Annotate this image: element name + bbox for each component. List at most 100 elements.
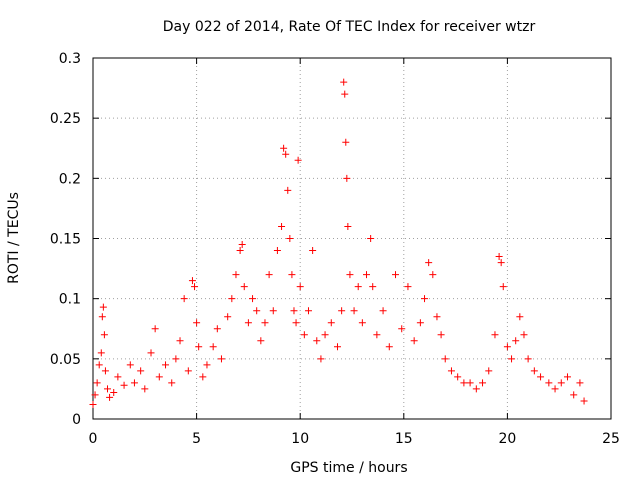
data-point [425, 259, 433, 267]
data-point [551, 385, 559, 393]
data-point [516, 313, 524, 321]
data-point [454, 373, 462, 381]
data-point [195, 343, 203, 351]
data-point [114, 373, 122, 381]
data-point [141, 385, 149, 393]
data-point [327, 319, 335, 327]
data-point [350, 307, 358, 315]
data-point [343, 174, 351, 182]
data-point [199, 373, 207, 381]
data-point [524, 355, 532, 363]
data-point [342, 138, 350, 146]
y-tick-label: 0 [72, 412, 81, 428]
data-point [537, 373, 545, 381]
data-point [491, 331, 499, 339]
data-point [280, 144, 288, 152]
data-point [460, 379, 468, 387]
data-point [512, 337, 520, 345]
data-point [313, 337, 321, 345]
data-point [385, 343, 393, 351]
data-point [224, 313, 232, 321]
data-point [257, 337, 265, 345]
data-point [188, 277, 196, 285]
y-tick-label: 0.15 [50, 232, 81, 248]
data-point [373, 331, 381, 339]
data-point [217, 355, 225, 363]
data-point [392, 271, 400, 279]
data-point [130, 379, 138, 387]
data-point [110, 389, 118, 397]
data-point [472, 385, 480, 393]
data-point [191, 283, 199, 291]
data-point [466, 379, 474, 387]
data-point [358, 319, 366, 327]
data-point [238, 241, 246, 249]
data-point [447, 367, 455, 375]
data-point [93, 379, 101, 387]
points-layer [89, 78, 588, 409]
data-point [340, 78, 348, 86]
y-tick-label: 0.25 [50, 111, 81, 127]
data-point [421, 295, 429, 303]
data-point [126, 361, 134, 369]
data-point [100, 331, 108, 339]
chart-title: Day 022 of 2014, Rate Of TEC Index for r… [163, 19, 536, 35]
data-point [557, 379, 565, 387]
data-point [184, 367, 192, 375]
data-point [495, 253, 503, 261]
data-point [176, 337, 184, 345]
data-point [261, 319, 269, 327]
data-point [95, 361, 103, 369]
data-point [162, 361, 170, 369]
data-point [497, 259, 505, 267]
data-point [344, 222, 352, 230]
data-point [576, 379, 584, 387]
ticks-layer: 0 5 10 15 20 25 0 0.05 0.1 0.15 0.2 0.25 0.3 [50, 51, 620, 447]
data-point [296, 283, 304, 291]
data-point [104, 385, 112, 393]
y-tick-label: 0.2 [59, 171, 81, 187]
data-point [363, 271, 371, 279]
data-point [429, 271, 437, 279]
x-tick-label: 0 [89, 431, 98, 447]
y-tick-label: 0.1 [59, 292, 81, 308]
data-point [288, 271, 296, 279]
data-point [570, 391, 578, 399]
data-point [172, 355, 180, 363]
data-point [317, 355, 325, 363]
data-point [193, 319, 201, 327]
data-point [151, 325, 159, 333]
data-point [97, 349, 105, 357]
data-point [269, 307, 277, 315]
data-point [530, 367, 538, 375]
data-point [236, 247, 244, 255]
data-point [265, 271, 273, 279]
data-point [333, 343, 341, 351]
data-point [244, 319, 252, 327]
data-point [120, 381, 128, 389]
data-point [341, 90, 349, 98]
data-point [290, 307, 298, 315]
data-point [282, 150, 290, 158]
data-point [404, 283, 412, 291]
data-point [346, 271, 354, 279]
data-point [286, 235, 294, 242]
data-point [99, 303, 107, 311]
data-point [168, 379, 176, 387]
data-point [367, 235, 375, 242]
y-axis-label: ROTI / TECUs [6, 192, 22, 284]
data-point [147, 349, 155, 357]
data-point [398, 325, 406, 333]
data-point [441, 355, 449, 363]
x-tick-label: 5 [192, 431, 201, 447]
data-point [155, 373, 163, 381]
data-point [309, 247, 317, 255]
x-axis-label: GPS time / hours [290, 460, 407, 476]
data-point [294, 156, 302, 164]
data-point [479, 379, 487, 387]
data-point [228, 295, 236, 303]
data-point [98, 313, 106, 321]
data-point [232, 271, 240, 279]
data-point [485, 367, 493, 375]
